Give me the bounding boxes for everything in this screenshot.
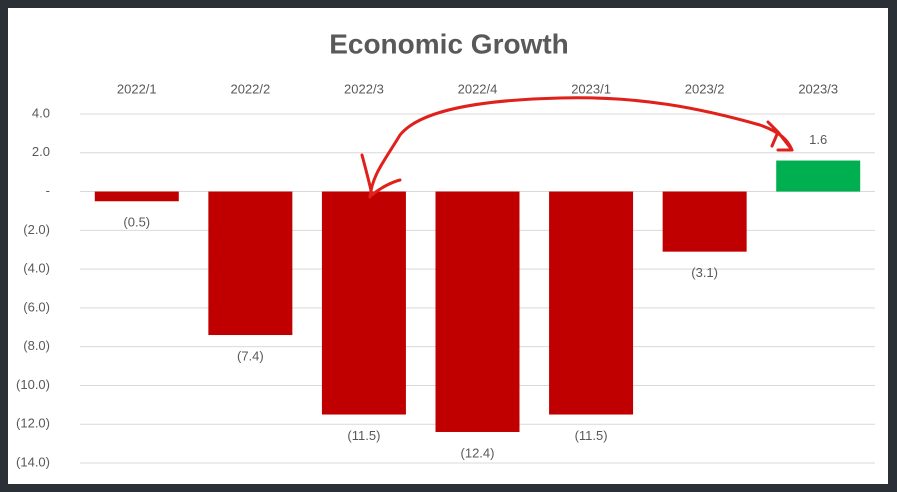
arrow-head: [766, 120, 794, 152]
bar: [662, 191, 747, 252]
value-label: (3.1): [691, 265, 718, 280]
bar: [776, 160, 861, 192]
x-tick-label: 2022/1: [117, 81, 157, 96]
x-tick-label: 2023/1: [571, 81, 611, 96]
y-tick-label: -: [46, 183, 50, 198]
y-tick-label: (10.0): [16, 377, 50, 392]
arrow-scribble: [360, 153, 402, 197]
arrow-curve: [368, 96, 794, 199]
y-tick-label: 4.0: [32, 105, 50, 120]
bar: [321, 191, 406, 415]
y-tick-label: (4.0): [23, 261, 50, 276]
y-tick-label: (6.0): [23, 299, 50, 314]
value-label: (0.5): [123, 215, 150, 230]
bar: [435, 191, 520, 432]
y-tick-label: (12.0): [16, 416, 50, 431]
value-label: (11.5): [347, 428, 380, 443]
x-tick-label: 2023/3: [798, 81, 838, 96]
annotation-arrow: [360, 96, 794, 199]
bar: [208, 191, 293, 336]
value-label: (12.4): [461, 445, 495, 460]
chart-title: Economic Growth: [329, 28, 569, 59]
x-tick-label: 2022/4: [458, 81, 498, 96]
value-label: (11.5): [575, 428, 608, 443]
x-tick-label: 2022/3: [344, 81, 384, 96]
y-tick-label: (8.0): [23, 338, 50, 353]
y-tick-label: (14.0): [16, 454, 50, 469]
bar: [549, 191, 634, 415]
x-tick-label: 2023/2: [685, 81, 725, 96]
y-tick-label: 2.0: [32, 144, 50, 159]
value-label: (7.4): [237, 348, 264, 363]
y-tick-label: (2.0): [23, 222, 50, 237]
bar: [94, 191, 179, 202]
x-tick-label: 2022/2: [230, 81, 270, 96]
plot-area: 4.0 2.0 - (2.0) (4.0) (6.0) (8.0) (10.0) (12.0) (…: [16, 81, 875, 469]
value-label: 1.6: [809, 132, 827, 147]
